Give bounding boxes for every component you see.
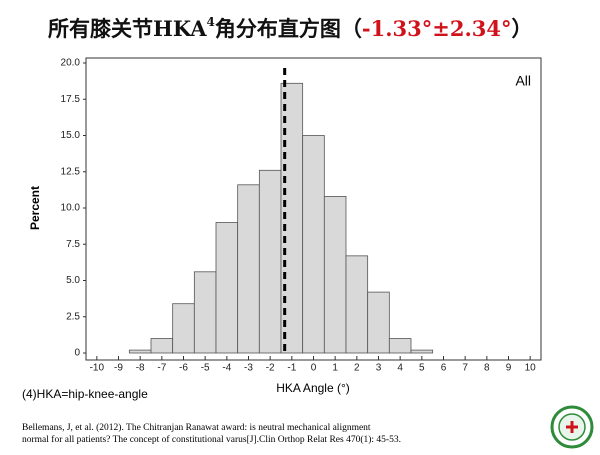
slide-title: 所有膝关节HKA4角分布直方图（-1.33°±2.34°） bbox=[48, 15, 533, 41]
bar bbox=[237, 184, 260, 354]
x-tick-label: 10 bbox=[525, 363, 537, 374]
bar bbox=[193, 271, 217, 354]
x-tick-label: 7 bbox=[462, 363, 468, 374]
bar bbox=[410, 349, 434, 354]
x-tick-label: 8 bbox=[484, 363, 490, 374]
y-tick-label: 20.0 bbox=[61, 58, 81, 69]
x-tick-label: -5 bbox=[201, 363, 210, 374]
y-axis-label: Percent bbox=[28, 186, 42, 230]
bar bbox=[345, 255, 369, 354]
x-tick-label: 1 bbox=[332, 363, 338, 374]
x-tick-label: 6 bbox=[441, 363, 447, 374]
reference: normal for all patients? The concept of … bbox=[22, 434, 401, 445]
x-tick-label: 4 bbox=[397, 363, 403, 374]
x-tick-label: 3 bbox=[376, 363, 382, 374]
y-tick-label: 12.5 bbox=[61, 166, 81, 177]
title-sup: 4 bbox=[207, 15, 215, 29]
x-tick-label: 2 bbox=[354, 363, 360, 374]
x-tick-label: -6 bbox=[179, 363, 188, 374]
x-tick-label: -4 bbox=[222, 363, 231, 374]
x-tick-label: -1 bbox=[287, 363, 296, 374]
x-tick-label: -8 bbox=[136, 363, 145, 374]
bar bbox=[215, 222, 239, 354]
y-tick-label: 5.0 bbox=[66, 275, 80, 286]
logo-cross bbox=[566, 421, 578, 433]
y-tick-label: 10.0 bbox=[61, 203, 81, 214]
footnote: (4)HKA=hip-knee-angle bbox=[22, 387, 148, 401]
y-tick-label: 7.5 bbox=[66, 239, 80, 250]
title-text: 所有膝关节HKA bbox=[48, 16, 207, 41]
bar bbox=[388, 338, 412, 354]
bar bbox=[323, 195, 347, 354]
x-tick-label: 5 bbox=[419, 363, 425, 374]
bar bbox=[367, 291, 390, 354]
title-highlight: -1.33°±2.34° bbox=[362, 16, 512, 41]
bar bbox=[172, 303, 195, 354]
y-tick-label: 2.5 bbox=[66, 311, 80, 322]
x-axis-label: HKA Angle (°) bbox=[276, 381, 350, 395]
logo bbox=[550, 405, 594, 449]
bar bbox=[150, 338, 174, 354]
reference: Bellemans, J, et al. (2012). The Chitran… bbox=[22, 422, 371, 433]
x-tick-label: -2 bbox=[266, 363, 275, 374]
x-tick-label: -9 bbox=[114, 363, 123, 374]
y-tick-label: 0 bbox=[74, 348, 80, 359]
title-text: ） bbox=[512, 16, 533, 41]
title-text: 角分布直方图（ bbox=[215, 16, 362, 41]
annotation: All bbox=[515, 73, 531, 89]
x-tick-label: 9 bbox=[506, 363, 512, 374]
x-tick-label: 0 bbox=[311, 363, 317, 374]
y-tick-label: 17.5 bbox=[61, 94, 81, 105]
bar bbox=[128, 349, 152, 354]
bar bbox=[258, 169, 282, 354]
x-tick-label: -3 bbox=[244, 363, 253, 374]
x-tick-label: -7 bbox=[157, 363, 166, 374]
x-tick-label: -10 bbox=[90, 363, 105, 374]
y-tick-label: 15.0 bbox=[61, 130, 81, 141]
bar bbox=[302, 135, 325, 354]
